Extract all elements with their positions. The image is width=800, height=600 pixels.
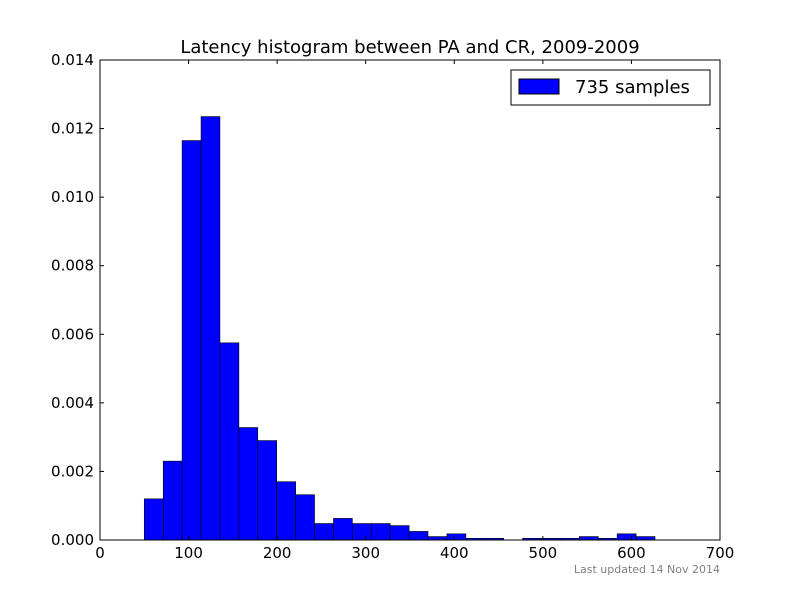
x-tick-label: 600 <box>617 544 646 562</box>
histogram-bar <box>408 531 429 541</box>
histogram-bar <box>314 523 334 541</box>
x-tick-label: 0 <box>95 544 105 562</box>
histogram-bar <box>276 481 296 541</box>
histogram-bar <box>579 536 599 541</box>
x-tick-label: 400 <box>440 544 469 562</box>
histogram-bar <box>238 427 259 541</box>
histogram-bar <box>143 498 164 541</box>
x-tick-label: 300 <box>351 544 380 562</box>
histogram-bar <box>389 525 410 541</box>
legend-swatch <box>518 78 560 95</box>
x-tick-label: 200 <box>263 544 292 562</box>
histogram-bar <box>219 342 240 541</box>
histogram-bar <box>257 440 278 541</box>
y-axis: 0.000 0.002 0.004 0.006 0.008 0.010 0.012 0.014 <box>51 51 720 549</box>
y-tick-label: 0.006 <box>51 325 94 343</box>
histogram-bar <box>427 536 448 541</box>
histogram-bar <box>352 523 372 541</box>
histogram-bar <box>181 140 202 541</box>
histogram-bar <box>200 116 221 541</box>
y-tick-label: 0.008 <box>51 257 94 275</box>
y-tick-label: 0.014 <box>51 51 94 69</box>
histogram-bar <box>635 536 656 541</box>
histogram-bar <box>616 533 637 541</box>
legend-label: 735 samples <box>575 77 690 98</box>
histogram-bars <box>143 116 656 541</box>
x-tick-label: 100 <box>174 544 203 562</box>
histogram-bar <box>162 460 183 541</box>
histogram-bar <box>295 494 315 541</box>
y-tick-label: 0.010 <box>51 188 94 206</box>
x-axis: 0 100 200 300 400 500 600 700 <box>95 60 734 562</box>
chart-title: Latency histogram between PA and CR, 200… <box>180 37 639 58</box>
last-updated-note: Last updated 14 Nov 2014 <box>573 563 720 576</box>
y-tick-label: 0.012 <box>51 120 94 138</box>
x-tick-label: 500 <box>529 544 558 562</box>
y-tick-label: 0.000 <box>51 531 94 549</box>
histogram-bar <box>446 533 467 541</box>
legend: 735 samples <box>510 69 711 106</box>
plot-frame <box>99 59 721 541</box>
y-tick-label: 0.004 <box>51 394 94 412</box>
y-tick-label: 0.002 <box>51 462 94 480</box>
histogram-bar <box>333 518 353 541</box>
x-tick-label: 700 <box>706 544 735 562</box>
histogram-bar <box>370 523 391 541</box>
